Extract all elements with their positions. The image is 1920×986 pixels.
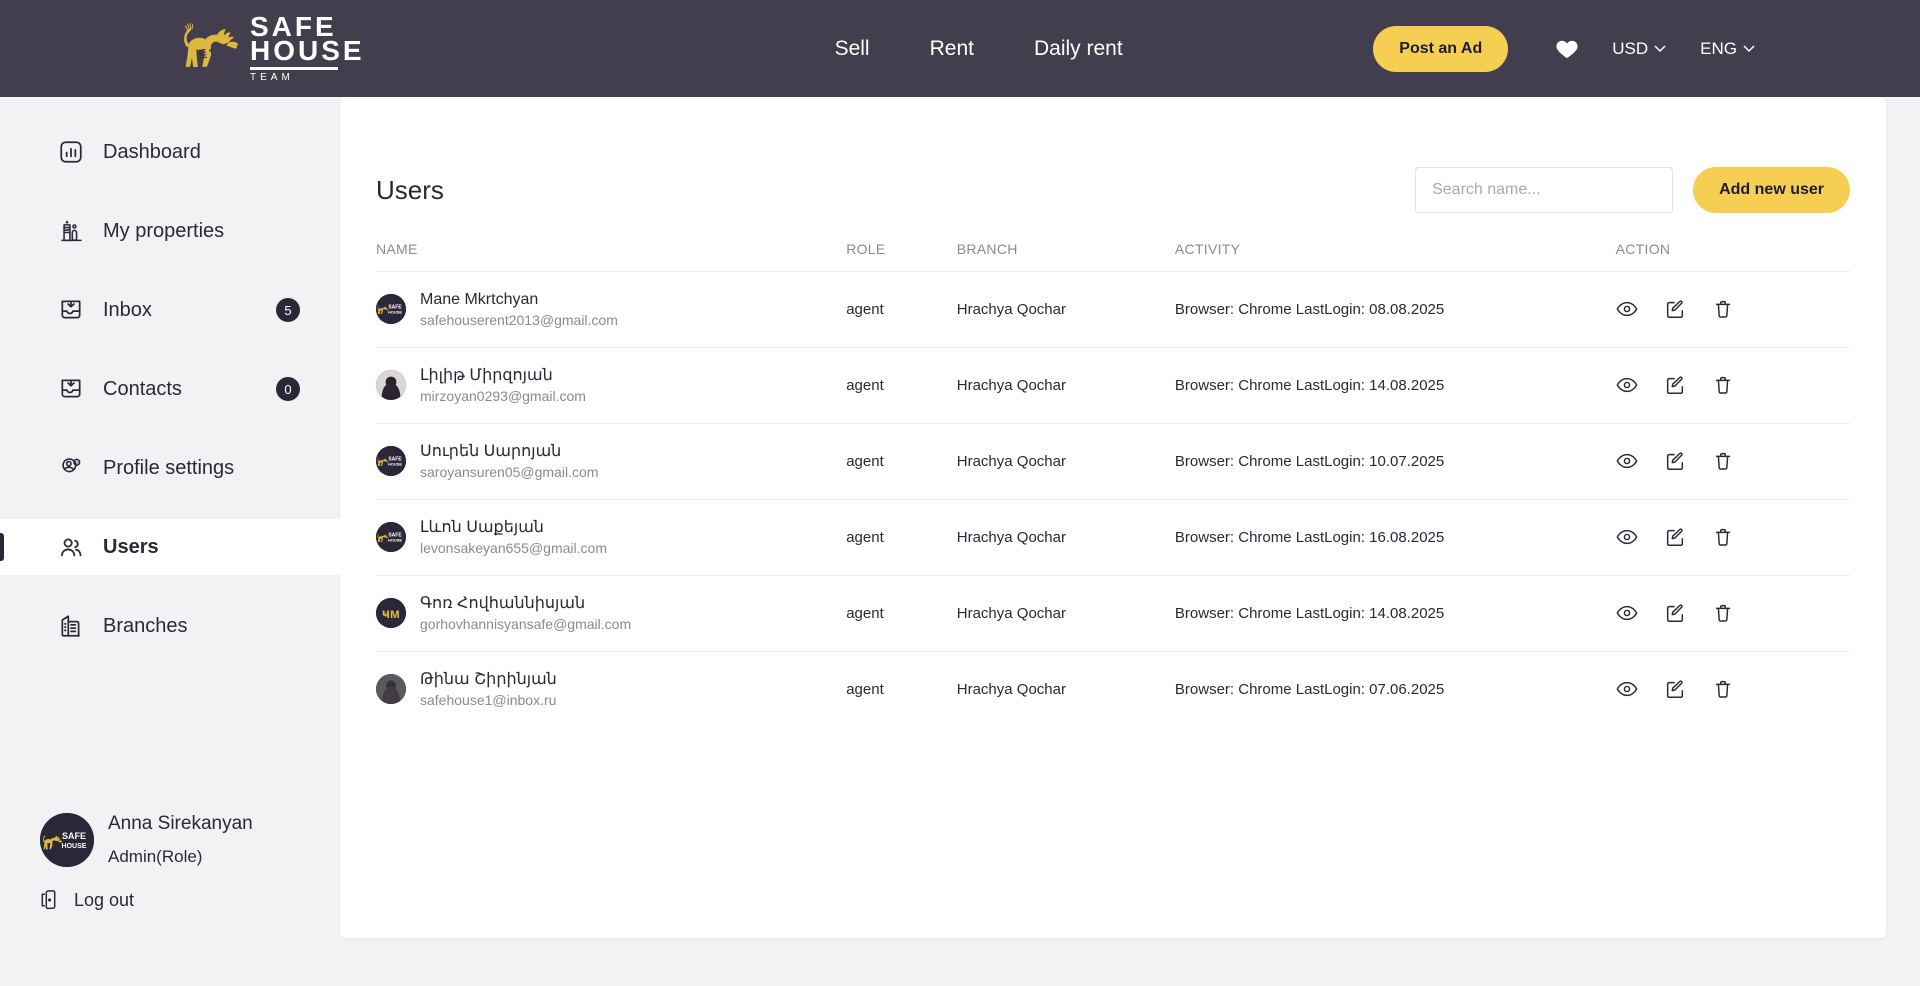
svg-text:HOUSE: HOUSE (388, 310, 403, 315)
svg-text:HOUSE: HOUSE (388, 538, 403, 543)
svg-text:SAFE: SAFE (62, 831, 86, 841)
svg-text:HOUSE: HOUSE (388, 462, 403, 467)
svg-text:HOUSE: HOUSE (62, 843, 87, 850)
svg-text:ҹм: ҹм (382, 606, 400, 621)
